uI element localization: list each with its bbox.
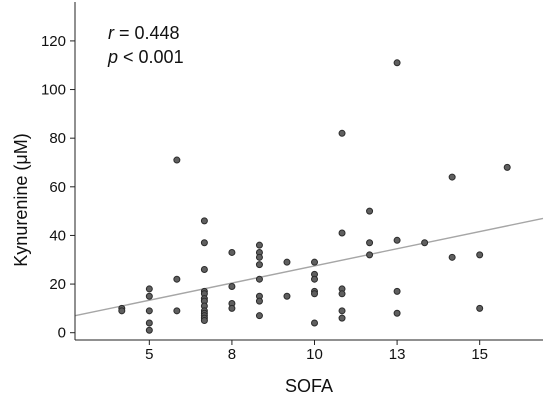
- data-point: [338, 290, 346, 298]
- data-point: [145, 319, 153, 327]
- data-point: [338, 314, 346, 322]
- data-point: [366, 207, 374, 215]
- y-axis-title: Kynurenine (μM): [11, 133, 31, 266]
- data-point: [228, 248, 236, 256]
- y-tick-label: 100: [41, 82, 66, 99]
- data-point: [145, 285, 153, 293]
- data-point: [503, 163, 511, 171]
- data-point: [255, 253, 263, 261]
- data-point: [173, 275, 181, 283]
- x-axis-title: SOFA: [285, 376, 333, 396]
- data-point: [173, 156, 181, 164]
- data-point: [476, 251, 484, 259]
- p-symbol: p: [107, 47, 118, 67]
- p-value: < 0.001: [118, 47, 184, 67]
- data-point: [255, 241, 263, 249]
- data-point: [393, 309, 401, 317]
- y-axis-ticks: 0 20 40 60 80 100 120: [41, 33, 75, 342]
- data-point: [448, 173, 456, 181]
- data-point: [200, 239, 208, 247]
- y-tick-label: 80: [49, 130, 66, 147]
- data-point: [283, 258, 291, 266]
- data-point: [311, 275, 319, 283]
- data-point: [200, 265, 208, 273]
- data-point: [338, 229, 346, 237]
- data-point: [366, 251, 374, 259]
- data-points: [118, 59, 511, 334]
- data-point: [200, 317, 208, 325]
- data-point: [393, 236, 401, 244]
- data-point: [448, 253, 456, 261]
- data-point: [228, 304, 236, 312]
- data-point: [311, 319, 319, 327]
- x-tick-label: 8: [228, 346, 236, 363]
- r-symbol: r: [108, 23, 115, 43]
- r-annotation: r = 0.448: [108, 23, 180, 43]
- data-point: [145, 326, 153, 334]
- data-point: [338, 129, 346, 137]
- data-point: [393, 59, 401, 67]
- data-point: [145, 307, 153, 315]
- x-axis-ticks: 5810131518: [145, 340, 488, 363]
- trendline-layer: [74, 217, 544, 317]
- y-tick-label: 60: [49, 179, 66, 196]
- data-point: [311, 290, 319, 298]
- data-point: [228, 283, 236, 291]
- x-tick-label: 5: [145, 346, 153, 363]
- y-tick-label: 40: [49, 227, 66, 244]
- x-tick-label: 13: [389, 346, 406, 363]
- data-point: [255, 312, 263, 320]
- data-point: [118, 307, 126, 315]
- data-point: [338, 307, 346, 315]
- data-point: [366, 239, 374, 247]
- y-tick-label: 20: [49, 276, 66, 293]
- y-tick-label: 120: [41, 33, 66, 50]
- data-point: [393, 287, 401, 295]
- data-point: [145, 292, 153, 300]
- r-value: = 0.448: [114, 23, 180, 43]
- trendline: [74, 217, 544, 317]
- p-annotation: p < 0.001: [107, 47, 184, 67]
- data-point: [421, 239, 429, 247]
- data-point: [476, 304, 484, 312]
- data-point: [255, 275, 263, 283]
- y-tick-label: 0: [58, 325, 66, 342]
- data-point: [283, 292, 291, 300]
- data-point: [311, 258, 319, 266]
- x-tick-label: 10: [306, 346, 323, 363]
- x-tick-label: 15: [471, 346, 488, 363]
- data-point: [255, 261, 263, 269]
- data-point: [173, 307, 181, 315]
- data-point: [200, 217, 208, 225]
- data-point: [255, 297, 263, 305]
